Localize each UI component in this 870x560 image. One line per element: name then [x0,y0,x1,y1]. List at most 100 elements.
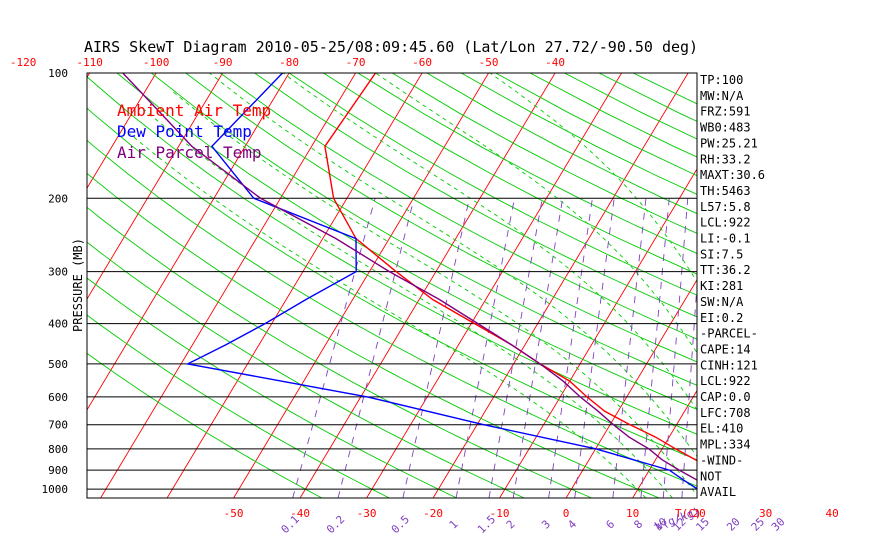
pressure-tick-label: 600 [48,391,68,404]
index-entry: FRZ:591 [700,105,751,119]
index-entry: -WIND- [700,453,743,467]
moist-adiabat-line [170,89,697,496]
index-entry: LCL:922 [700,374,751,388]
top-temp-tick-label: -120 [10,56,37,69]
isotherm-line [832,73,870,498]
isotherm-line [87,73,290,411]
dry-adiabat-line [87,172,660,498]
mixing-ratio-line [488,198,543,498]
index-entry: WB0:483 [700,121,751,135]
moist-adiabat-line [375,73,697,354]
index-entry: SW:N/A [700,295,744,309]
index-entry: TP:100 [700,73,743,87]
index-entry: KI:281 [700,279,743,293]
legend-entry-ambient: Ambient Air Temp [117,101,271,120]
index-entry: CAPE:14 [700,342,751,356]
dry-adiabat-line [357,73,697,254]
pressure-tick-label: 900 [48,464,68,477]
index-entry: AVAIL [700,485,736,499]
index-entry: TT:36.2 [700,263,751,277]
index-entry: LFC:708 [700,406,751,420]
dry-adiabat-line [288,73,697,296]
grid-layer [0,73,870,498]
index-entry: EL:410 [700,422,743,436]
pressure-tick-label: 500 [48,358,68,371]
moist-adiabat-line [282,73,697,411]
dry-adiabat-line [254,73,697,318]
legend-entry-parcel: Air Parcel Temp [117,143,262,162]
mixing-ratio-tick-label: 6 [603,518,617,532]
mixing-ratio-tick-label: 0.5 [389,513,412,536]
bottom-temp-tick-label: -40 [290,507,310,520]
bottom-temp-tick-label: 20 [692,507,705,520]
dry-adiabat-line [87,206,592,498]
moist-adiabat-line [209,73,697,458]
mixing-ratio-line [292,198,376,498]
top-temp-tick-label: -60 [412,56,432,69]
mixing-ratio-line [512,198,564,498]
series-line-dewpoint [185,73,697,490]
top-temp-tick-label: -110 [76,56,103,69]
top-temp-tick-label: -50 [479,56,499,69]
index-entry: RH:33.2 [700,152,751,166]
series-line-ambient [324,73,697,462]
mixing-ratio-tick-label: 2 [504,518,518,532]
dry-adiabat-line [323,73,697,275]
dry-adiabat-line [87,107,697,461]
mixing-ratio-line [337,198,415,498]
dry-adiabat-line [219,73,697,340]
index-entry: PW:25.21 [700,136,758,150]
dry-adiabat-line [185,73,697,363]
isotherm-line [299,73,556,498]
moist-adiabat-line [139,105,673,498]
index-entry: NOT [700,469,722,483]
dry-adiabat-line [460,73,697,195]
mixing-ratio-tick-label: 1 [447,518,461,532]
pressure-tick-label: 400 [48,318,68,331]
dry-adiabat-line [87,139,697,487]
mixing-ratio-line [548,198,593,498]
mixing-ratio-tick-label: 3 [539,518,553,532]
bottom-temp-tick-label: 0 [563,507,570,520]
bottom-temp-tick-label: 30 [759,507,772,520]
top-temp-tick-label: -40 [545,56,565,69]
index-entry: LI:-0.1 [700,232,751,246]
isotherm-line [366,73,622,498]
dry-adiabat-line [116,73,697,410]
bottom-temp-tick-label: -50 [224,507,244,520]
dry-adiabat-line [87,76,697,435]
index-entry: CINH:121 [700,358,758,372]
index-entry: SI:7.5 [700,247,743,261]
isotherm-line [632,389,697,498]
bottom-temp-tick-label: -10 [490,507,510,520]
index-entry: TH:5463 [700,184,751,198]
index-entry: MAXT:30.6 [700,168,765,182]
isotherm-line [432,73,689,498]
mixing-ratio-tick-label: 4 [565,517,579,531]
dry-adiabat-line [151,73,697,386]
isotherm-line [0,73,23,498]
top-temp-tick-label: -100 [143,56,170,69]
mixing-ratio-line [781,198,785,498]
index-entry: EI:0.2 [700,311,743,325]
pressure-tick-label: 200 [48,192,68,205]
x-axis-unit-label: T(C) [675,507,702,520]
mixing-ratio-tick-label: 0.2 [324,513,347,536]
top-temp-tick-label: -80 [279,56,299,69]
pressure-tick-label: 100 [48,67,68,80]
isotherm-line [87,73,157,190]
legend-entry-dewpoint: Dew Point Temp [117,122,252,141]
dry-adiabat-line [87,277,457,498]
top-temp-tick-label: -70 [346,56,366,69]
isotherm-line [87,73,223,300]
dry-adiabat-line [87,314,390,498]
mixing-ratio-line [455,198,515,498]
isotherm-line [166,73,423,498]
series-layer [122,73,697,490]
series-line-parcel [122,73,697,481]
axes-layer: 1002003004005006007008009001000PRESSURE … [10,56,839,536]
dry-adiabat-line [87,352,323,498]
